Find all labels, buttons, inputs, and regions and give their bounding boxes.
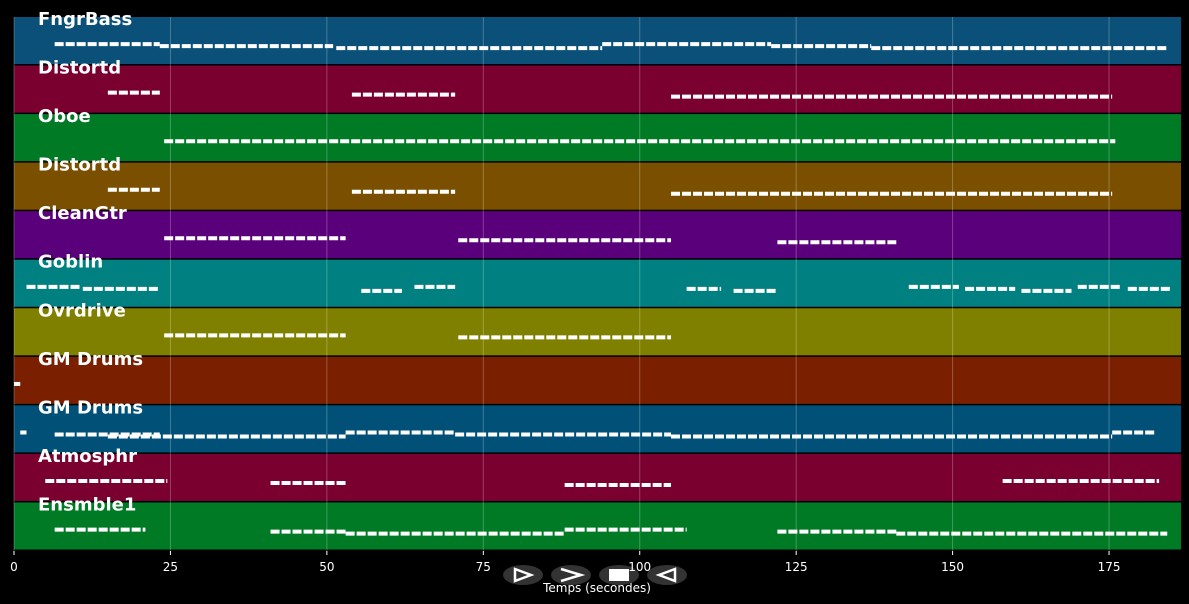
x-axis-label: Temps (secondes)	[542, 581, 651, 595]
lane-label: FngrBass	[38, 9, 132, 30]
lane	[14, 405, 1181, 453]
lanes: FngrBass Distortd Oboe Distortd CleanGtr Gobl…	[13, 9, 1181, 551]
rewind-button[interactable]	[647, 565, 687, 585]
lane	[14, 453, 1181, 501]
forward-button[interactable]	[551, 565, 591, 585]
lane	[14, 502, 1181, 550]
lane	[14, 356, 1181, 404]
lane-label: Ensmble1	[38, 494, 136, 515]
lane	[14, 259, 1181, 307]
stop-button[interactable]	[599, 565, 639, 585]
lane-label: Distortd	[38, 58, 121, 79]
lane	[14, 308, 1181, 356]
lane-label: Goblin	[38, 252, 103, 273]
x-tick-label: 25	[163, 560, 178, 574]
x-tick-label: 175	[1098, 560, 1121, 574]
lane-label: Ovrdrive	[38, 300, 126, 321]
x-tick-label: 75	[476, 560, 491, 574]
lane	[14, 114, 1181, 162]
lane-label: GM Drums	[38, 397, 143, 418]
x-tick-label: 125	[785, 560, 808, 574]
lane-label: Atmosphr	[38, 446, 137, 467]
lane	[14, 17, 1181, 65]
x-tick-label: 50	[319, 560, 334, 574]
lane	[14, 211, 1181, 259]
lane-label: Distortd	[38, 155, 121, 176]
playback-controls	[503, 565, 687, 585]
x-tick-label: 150	[941, 560, 964, 574]
lane	[14, 65, 1181, 113]
lane	[14, 162, 1181, 210]
lane-label: GM Drums	[38, 349, 143, 370]
x-tick-label: 100	[628, 560, 651, 574]
lane-label: Oboe	[38, 106, 91, 127]
x-tick-label: 0	[10, 560, 18, 574]
lane-label: CleanGtr	[38, 203, 127, 224]
play-button[interactable]	[503, 565, 543, 585]
